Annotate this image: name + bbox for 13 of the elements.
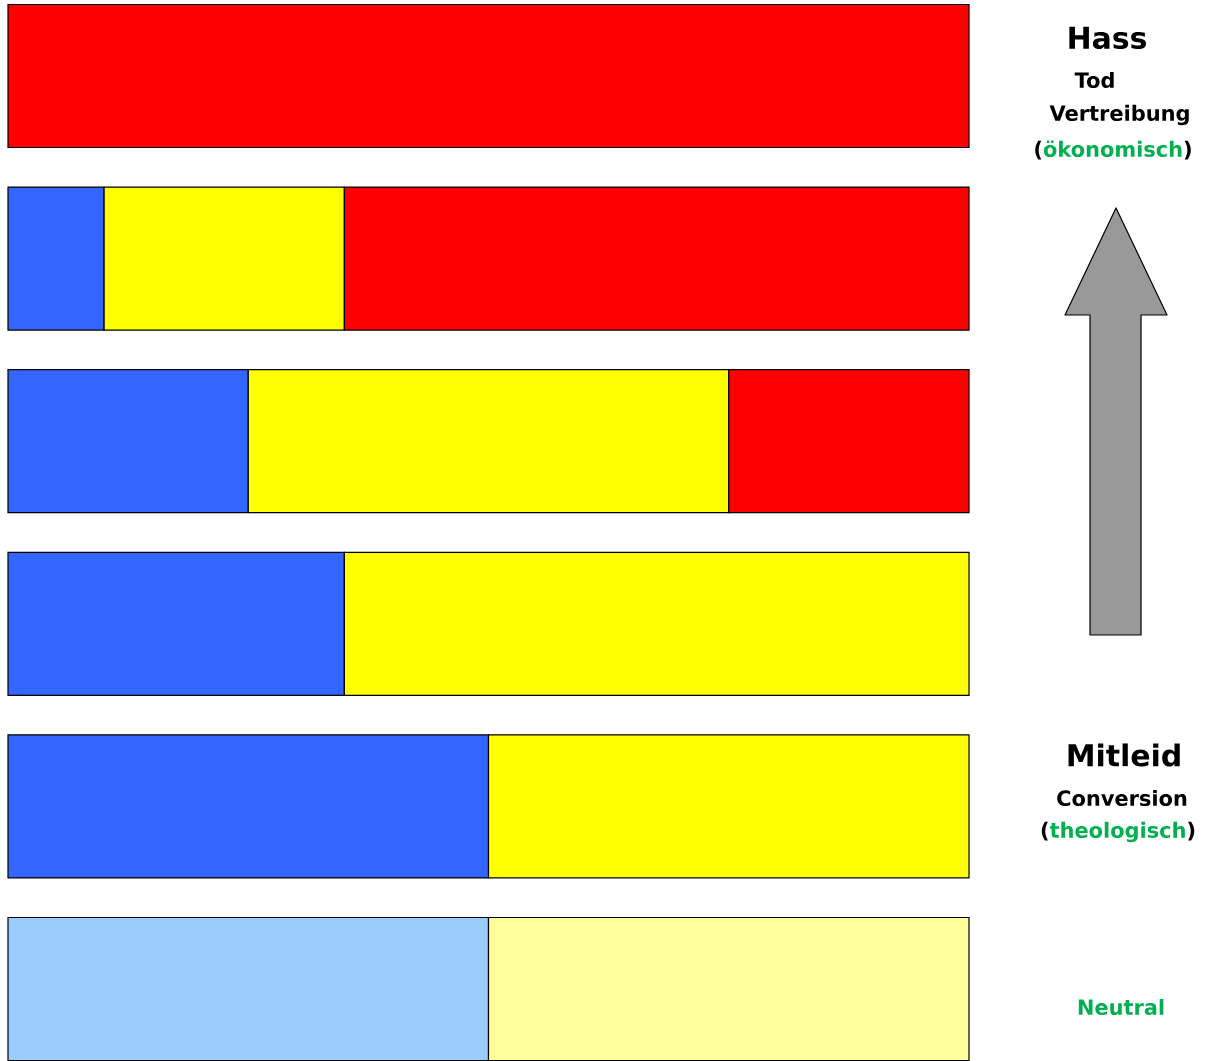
- text: ): [1188, 821, 1195, 841]
- bar: [7, 3, 970, 149]
- text: Tod: [1074, 71, 1114, 89]
- text: Neutral: [1078, 998, 1164, 1016]
- text: Mitleid: [1068, 743, 1180, 767]
- text: (: [1035, 140, 1042, 160]
- text: ökonomisch: [1043, 140, 1182, 157]
- text: Conversion: [1057, 789, 1187, 807]
- text: Vertreibung: [1049, 104, 1189, 126]
- text: ): [1184, 140, 1191, 160]
- text: (: [1041, 821, 1048, 841]
- text: theologisch: [1049, 821, 1185, 843]
- text: Hass: [1069, 26, 1146, 50]
